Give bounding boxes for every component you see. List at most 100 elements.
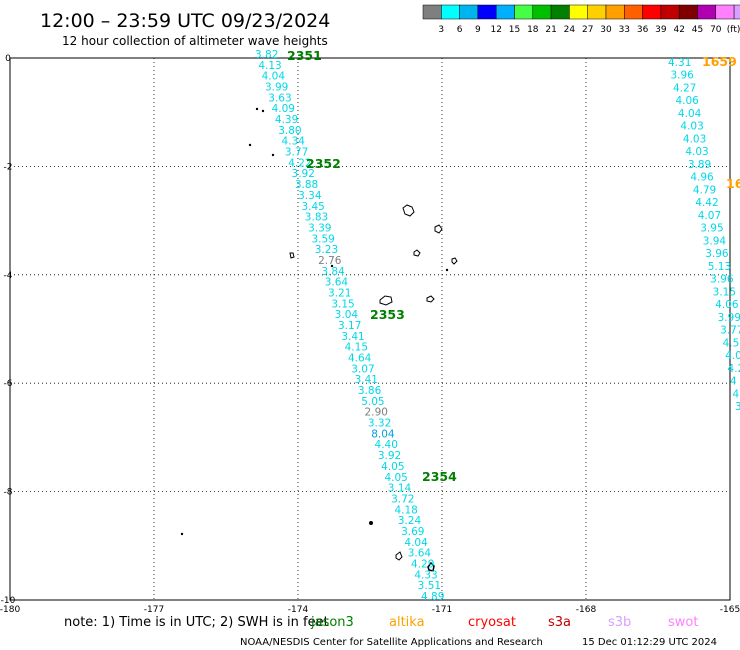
y-tick-label: 0 <box>5 54 11 64</box>
colorbar-swatch <box>642 4 662 20</box>
swh-value: 4 <box>733 388 740 400</box>
swh-value: 4.03 <box>685 146 708 158</box>
swh-value: 4.39 <box>275 114 298 126</box>
colorbar-label: 15 <box>509 25 520 35</box>
satellite-legend-item: swot <box>668 615 698 630</box>
pass-label: 1659 <box>702 54 737 69</box>
swh-value: 3.92 <box>292 168 315 180</box>
island-dot <box>330 264 334 268</box>
swh-value: 4.42 <box>695 197 718 209</box>
island-dot <box>369 521 373 525</box>
y-axis-ticks: 0 -2 -4 -6 -8 -10 <box>1 54 16 606</box>
colorbar-legend: 3 6 9 12 15 18 21 24 27 30 33 36 39 42 45 70 (ft) <box>422 4 740 35</box>
swh-value: 4.07 <box>698 210 721 222</box>
x-tick-label: -177 <box>144 605 164 615</box>
swh-value: 3.89 <box>688 159 711 171</box>
swh-value: 4.18 <box>394 504 417 516</box>
island-outline <box>402 204 415 217</box>
colorbar-label: 45 <box>692 25 703 35</box>
satellite-legend: jason3 altika cryosat s3a s3b swot <box>310 615 698 630</box>
pass-label: 2351 <box>287 48 322 63</box>
colorbar-label: 12 <box>490 25 501 35</box>
swh-value: 3.45 <box>301 201 324 213</box>
x-tick-label: -180 <box>0 605 20 615</box>
colorbar-swatch <box>477 4 497 20</box>
swh-value: 4.50 <box>723 337 740 349</box>
swh-value: 3.59 <box>311 233 334 245</box>
colorbar-unit: (ft) <box>727 25 740 35</box>
swh-value: 3.15 <box>331 298 354 310</box>
swh-value: 4.89 <box>421 591 444 603</box>
colorbar-swatch <box>678 4 698 20</box>
swh-value: 4.0 <box>725 350 740 362</box>
swh-value: 4.31 <box>668 57 691 69</box>
swh-value: 2.90 <box>365 407 388 419</box>
swh-value: 3.34 <box>298 190 322 202</box>
swh-value: 3.41 <box>355 374 378 386</box>
satellite-legend-item: cryosat <box>468 615 516 630</box>
swh-value: 3.69 <box>401 526 424 538</box>
swh-value: 3.23 <box>315 244 338 256</box>
swh-value: 4.79 <box>693 184 716 196</box>
swh-value: 3.92 <box>378 450 401 462</box>
swh-value: 2.76 <box>318 255 342 267</box>
colorbar-label: 33 <box>619 25 630 35</box>
x-tick-label: -168 <box>576 605 597 615</box>
island-outline <box>289 252 295 259</box>
swh-value: 4.04 <box>404 537 428 549</box>
swh-value: 3.99 <box>265 82 288 94</box>
colorbar-swatch <box>587 4 607 20</box>
y-tick-label: -2 <box>4 162 13 172</box>
island-outline <box>427 561 435 572</box>
swh-value: 4.64 <box>348 353 372 365</box>
colorbar-label: 30 <box>600 25 612 35</box>
swh-value: 3.84 <box>321 266 345 278</box>
swh-value: 4.13 <box>258 60 281 72</box>
satellite-legend-item: jason3 <box>310 615 354 630</box>
colorbar-swatch <box>733 4 740 20</box>
swh-value: 4.22 <box>288 157 311 169</box>
swh-value: 3.80 <box>278 125 301 137</box>
swh-value: 4.29 <box>411 558 434 570</box>
swh-value: 4.04 <box>678 108 702 120</box>
x-tick-label: -174 <box>288 605 309 615</box>
island-outline <box>395 551 403 561</box>
swh-value: 3.41 <box>341 331 364 343</box>
colorbar-label: 36 <box>637 25 649 35</box>
footer-timestamp: 15 Dec 01:12:29 UTC 2024 <box>582 637 717 648</box>
west-track-values: 3.824.134.043.993.634.094.393.804.343.77… <box>255 49 444 603</box>
swh-value: 4.09 <box>272 103 295 115</box>
plot-area: -180 -177 -174 -171 -168 -165 0 -2 -4 -6 -8 -10 3.… <box>0 48 740 615</box>
colorbar-swatch <box>459 4 479 20</box>
swh-value: 3.77 <box>285 147 308 159</box>
colorbar-label: 18 <box>527 25 539 35</box>
pass-label: 2353 <box>370 307 405 322</box>
colorbar-label: 6 <box>457 25 463 35</box>
island-dot <box>271 153 275 157</box>
colorbar-label: 39 <box>655 25 667 35</box>
swh-value: 3.07 <box>351 363 374 375</box>
swh-value: 3.88 <box>295 179 318 191</box>
swh-value: 4.05 <box>381 461 404 473</box>
satellite-legend-item: s3a <box>548 615 571 630</box>
swh-value: 3.17 <box>338 320 361 332</box>
swh-value: 3.96 <box>710 274 734 286</box>
island-dot <box>261 109 265 113</box>
colorbar-label: 27 <box>582 25 593 35</box>
swh-value: 3.21 <box>328 287 351 299</box>
island-outline <box>426 295 435 303</box>
swh-value: 3.99 <box>718 312 740 324</box>
swh-value: 4.34 <box>282 136 306 148</box>
satellite-legend-item: altika <box>389 615 425 630</box>
grid-lines <box>10 58 730 600</box>
island-outline <box>434 224 443 234</box>
swh-value: 5.13 <box>708 261 731 273</box>
swh-value: 3.64 <box>408 548 432 560</box>
swh-value: 3.63 <box>268 92 291 104</box>
swh-value: 3.86 <box>358 385 382 397</box>
swh-value: 5.05 <box>361 396 384 408</box>
swh-value: 4.03 <box>680 121 703 133</box>
colorbar-label: 9 <box>475 25 481 35</box>
swh-value: 3.95 <box>700 223 723 235</box>
